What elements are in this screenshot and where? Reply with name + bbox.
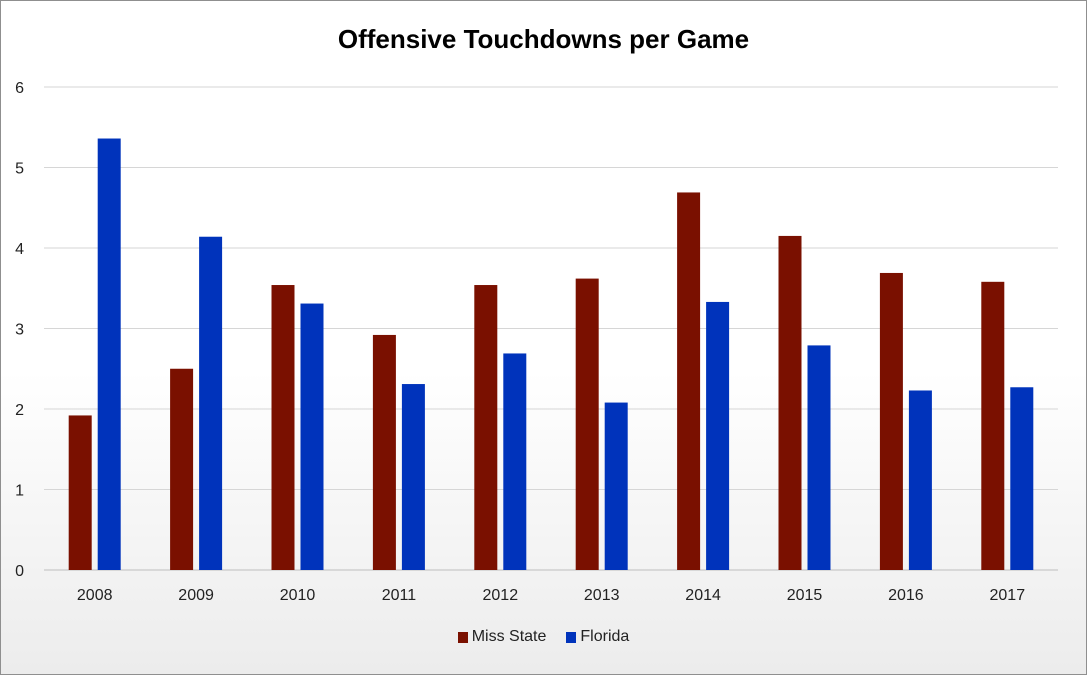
legend-label-miss-state: Miss State	[471, 628, 547, 645]
y-axis-ticks: 0 1 2 3 4 5 6	[15, 80, 24, 580]
bar-miss-state-2011	[372, 334, 396, 570]
bar-florida-2008	[97, 138, 121, 570]
bar-miss-state-2009	[170, 368, 194, 570]
x-tick-label: 2014	[685, 587, 721, 604]
y-tick-label: 4	[15, 241, 24, 258]
legend-swatch-florida	[566, 631, 577, 643]
bar-florida-2012	[503, 353, 527, 570]
bar-florida-2013	[604, 402, 628, 570]
bar-florida-2015	[807, 345, 831, 570]
x-tick-label: 2015	[787, 587, 823, 604]
bar-florida-2011	[401, 384, 425, 570]
x-axis-ticks: 2008 2009 2010 2011 2012 2013 2014 2015 2016 2017	[77, 587, 1025, 604]
x-tick-label: 2011	[382, 587, 417, 604]
bar-florida-2010	[300, 303, 324, 570]
bar-miss-state-2015	[778, 235, 802, 571]
x-tick-label: 2013	[584, 587, 620, 604]
y-tick-label: 2	[15, 402, 24, 419]
legend-label-florida: Florida	[580, 628, 630, 645]
bar-miss-state-2013	[575, 278, 599, 570]
x-tick-label: 2009	[178, 587, 214, 604]
bar-florida-2016	[908, 390, 932, 570]
x-tick-label: 2010	[280, 587, 316, 604]
bar-miss-state-2016	[879, 272, 903, 570]
y-tick-label: 3	[15, 322, 24, 339]
legend-item-florida: Florida	[566, 628, 629, 646]
bars	[68, 138, 1034, 571]
y-tick-label: 1	[15, 483, 24, 500]
bar-florida-2014	[706, 301, 730, 570]
x-tick-label: 2008	[77, 587, 113, 604]
legend-swatch-miss-state	[457, 631, 468, 643]
y-tick-label: 6	[15, 80, 24, 97]
legend: Miss State Florida	[0, 628, 1087, 646]
x-tick-label: 2016	[888, 587, 924, 604]
bar-florida-2009	[199, 236, 223, 571]
gridlines	[44, 86, 1058, 571]
y-tick-label: 0	[15, 563, 24, 580]
legend-item-miss-state: Miss State	[457, 628, 547, 646]
bar-miss-state-2012	[474, 285, 498, 570]
bar-florida-2017	[1010, 387, 1034, 570]
bar-miss-state-2008	[68, 415, 92, 570]
y-tick-label: 5	[15, 161, 24, 178]
bar-miss-state-2017	[981, 281, 1005, 570]
chart-title: Offensive Touchdowns per Game	[337, 24, 750, 54]
x-tick-label: 2017	[990, 587, 1026, 604]
x-tick-label: 2012	[483, 587, 519, 604]
bar-miss-state-2014	[677, 192, 701, 570]
bar-miss-state-2010	[271, 285, 295, 570]
